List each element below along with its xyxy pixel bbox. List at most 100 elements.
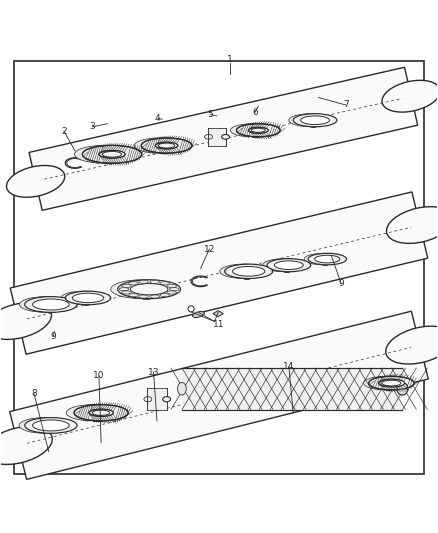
- Text: 13: 13: [148, 368, 159, 377]
- Text: 10: 10: [93, 371, 105, 380]
- Ellipse shape: [27, 420, 64, 431]
- Ellipse shape: [155, 143, 172, 148]
- Ellipse shape: [237, 124, 280, 137]
- Ellipse shape: [119, 288, 129, 291]
- Ellipse shape: [380, 380, 399, 386]
- Ellipse shape: [89, 410, 107, 415]
- Ellipse shape: [150, 280, 159, 284]
- Polygon shape: [29, 67, 418, 211]
- Ellipse shape: [25, 297, 77, 312]
- Ellipse shape: [248, 127, 268, 133]
- Ellipse shape: [160, 282, 170, 285]
- Text: 9: 9: [50, 332, 56, 341]
- Ellipse shape: [162, 397, 170, 402]
- Ellipse shape: [74, 405, 128, 421]
- Ellipse shape: [99, 151, 119, 157]
- Polygon shape: [213, 311, 223, 317]
- Ellipse shape: [167, 284, 177, 287]
- Text: 7: 7: [343, 100, 349, 109]
- Polygon shape: [10, 192, 428, 354]
- Ellipse shape: [289, 114, 332, 127]
- Polygon shape: [10, 311, 428, 479]
- Ellipse shape: [111, 280, 173, 298]
- Ellipse shape: [122, 284, 131, 287]
- Text: 14: 14: [283, 362, 294, 372]
- Ellipse shape: [369, 376, 414, 390]
- Ellipse shape: [129, 282, 138, 285]
- Ellipse shape: [141, 138, 192, 153]
- Ellipse shape: [131, 284, 168, 295]
- Ellipse shape: [275, 261, 303, 270]
- Ellipse shape: [220, 264, 268, 279]
- Ellipse shape: [27, 299, 64, 310]
- Ellipse shape: [74, 146, 134, 163]
- Ellipse shape: [19, 297, 72, 312]
- Ellipse shape: [92, 410, 110, 415]
- Ellipse shape: [32, 299, 69, 310]
- Ellipse shape: [300, 116, 329, 125]
- Ellipse shape: [311, 255, 336, 263]
- Text: 9: 9: [339, 279, 344, 288]
- Ellipse shape: [66, 405, 120, 421]
- Ellipse shape: [386, 326, 438, 364]
- Text: 5: 5: [207, 110, 213, 119]
- Ellipse shape: [308, 253, 346, 265]
- Ellipse shape: [167, 291, 177, 294]
- Ellipse shape: [397, 383, 408, 395]
- Ellipse shape: [193, 312, 205, 318]
- Ellipse shape: [139, 280, 148, 284]
- Ellipse shape: [382, 380, 401, 386]
- Ellipse shape: [144, 397, 152, 402]
- Text: 2: 2: [61, 127, 67, 136]
- Text: 4: 4: [155, 114, 161, 123]
- Ellipse shape: [270, 261, 299, 270]
- Ellipse shape: [0, 303, 52, 340]
- Ellipse shape: [304, 253, 343, 265]
- Ellipse shape: [205, 134, 212, 139]
- Ellipse shape: [314, 255, 340, 263]
- Ellipse shape: [230, 124, 274, 137]
- Ellipse shape: [68, 293, 99, 303]
- Ellipse shape: [267, 259, 311, 272]
- Ellipse shape: [89, 409, 113, 416]
- Ellipse shape: [225, 264, 273, 279]
- Ellipse shape: [65, 291, 111, 305]
- Ellipse shape: [386, 207, 438, 244]
- Ellipse shape: [228, 266, 260, 276]
- Ellipse shape: [249, 128, 263, 132]
- FancyBboxPatch shape: [182, 368, 403, 410]
- Ellipse shape: [118, 280, 180, 298]
- Ellipse shape: [32, 420, 69, 431]
- Ellipse shape: [233, 266, 265, 276]
- Ellipse shape: [155, 142, 178, 149]
- Ellipse shape: [378, 379, 405, 387]
- Ellipse shape: [129, 294, 138, 297]
- Ellipse shape: [177, 383, 186, 395]
- Ellipse shape: [72, 293, 104, 303]
- Ellipse shape: [122, 291, 131, 294]
- Ellipse shape: [364, 376, 409, 390]
- Ellipse shape: [170, 288, 179, 291]
- Ellipse shape: [139, 295, 148, 298]
- Text: 1: 1: [227, 54, 233, 63]
- Text: 12: 12: [204, 245, 215, 254]
- Ellipse shape: [222, 134, 230, 139]
- FancyBboxPatch shape: [148, 389, 166, 410]
- Text: 11: 11: [213, 320, 225, 329]
- Ellipse shape: [158, 143, 175, 148]
- Ellipse shape: [150, 295, 159, 298]
- Ellipse shape: [25, 417, 77, 433]
- Ellipse shape: [19, 417, 71, 433]
- Ellipse shape: [251, 128, 265, 132]
- Ellipse shape: [263, 259, 306, 272]
- Ellipse shape: [7, 165, 65, 197]
- Ellipse shape: [61, 291, 106, 305]
- Ellipse shape: [102, 151, 122, 157]
- Text: 6: 6: [252, 108, 258, 117]
- Ellipse shape: [296, 116, 325, 125]
- Text: 8: 8: [31, 389, 37, 398]
- FancyBboxPatch shape: [208, 128, 226, 146]
- Ellipse shape: [293, 114, 337, 127]
- Ellipse shape: [382, 80, 438, 112]
- Ellipse shape: [0, 426, 52, 464]
